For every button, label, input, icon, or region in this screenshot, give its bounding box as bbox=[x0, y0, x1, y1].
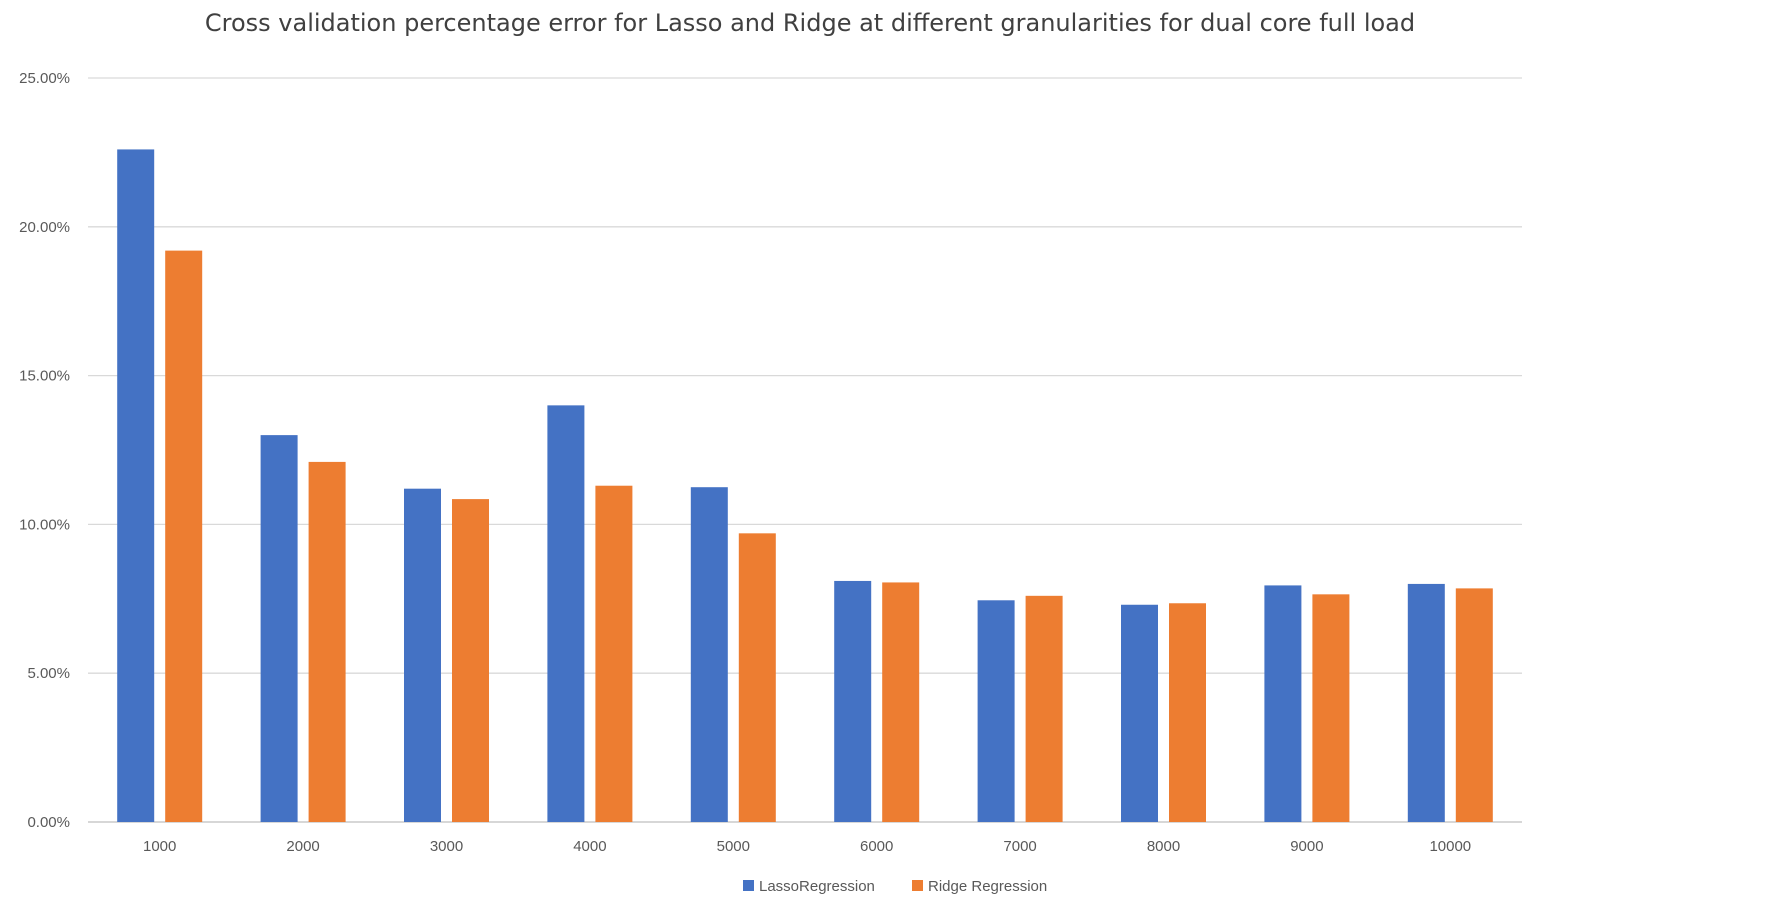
bar-ridge-2000 bbox=[308, 461, 346, 822]
legend-label-ridge: Ridge Regression bbox=[928, 878, 1047, 895]
bar-ridge-3000 bbox=[452, 499, 489, 822]
bar-lasso-5000 bbox=[690, 487, 728, 822]
legend-swatch-ridge bbox=[912, 880, 923, 891]
bar-ridge-1000 bbox=[165, 250, 203, 822]
bar-lasso-7000 bbox=[977, 600, 1015, 822]
bar-lasso-4000 bbox=[547, 405, 585, 822]
x-tick-label: 1000 bbox=[143, 838, 176, 855]
x-tick-label: 4000 bbox=[573, 838, 606, 855]
x-tick-label: 10000 bbox=[1429, 838, 1471, 855]
bar-ridge-5000 bbox=[738, 533, 776, 822]
y-tick-label: 20.00% bbox=[19, 219, 70, 236]
legend-label-lasso: LassoRegression bbox=[759, 878, 875, 895]
y-axis-ticks: 0.00% 5.00% 10.00% 15.00% 20.00% 25.00% bbox=[19, 70, 70, 831]
bar-ridge-9000 bbox=[1312, 594, 1350, 822]
legend: LassoRegression Ridge Regression bbox=[743, 878, 1047, 895]
bar-ridge-6000 bbox=[882, 582, 920, 822]
bar-lasso-8000 bbox=[1121, 604, 1158, 822]
bar-lasso-9000 bbox=[1264, 585, 1302, 822]
bar-ridge-7000 bbox=[1025, 595, 1063, 822]
bar-lasso-1000 bbox=[117, 149, 155, 822]
x-tick-label: 5000 bbox=[717, 838, 750, 855]
bar-lasso-3000 bbox=[404, 488, 441, 822]
x-tick-label: 3000 bbox=[430, 838, 463, 855]
y-tick-label: 15.00% bbox=[19, 368, 70, 385]
bar-ridge-8000 bbox=[1169, 603, 1206, 822]
bars bbox=[117, 149, 1493, 822]
y-tick-label: 0.00% bbox=[27, 814, 70, 831]
x-tick-label: 7000 bbox=[1003, 838, 1036, 855]
x-tick-label: 2000 bbox=[286, 838, 319, 855]
x-axis-ticks: 1000 2000 3000 4000 5000 6000 7000 8000 9000 1000… bbox=[143, 838, 1471, 855]
y-tick-label: 25.00% bbox=[19, 70, 70, 87]
x-tick-label: 8000 bbox=[1147, 838, 1180, 855]
y-tick-label: 5.00% bbox=[27, 665, 70, 682]
bar-ridge-4000 bbox=[595, 485, 633, 822]
y-tick-label: 10.00% bbox=[19, 516, 70, 533]
x-tick-label: 6000 bbox=[860, 838, 893, 855]
x-tick-label: 9000 bbox=[1290, 838, 1323, 855]
bar-lasso-6000 bbox=[834, 580, 872, 822]
bar-lasso-10000 bbox=[1407, 583, 1445, 822]
legend-swatch-lasso bbox=[743, 880, 754, 891]
gridlines bbox=[88, 77, 1522, 823]
chart-title: Cross validation percentage error for La… bbox=[205, 9, 1415, 37]
bar-lasso-2000 bbox=[260, 435, 298, 822]
bar-ridge-10000 bbox=[1455, 588, 1493, 822]
